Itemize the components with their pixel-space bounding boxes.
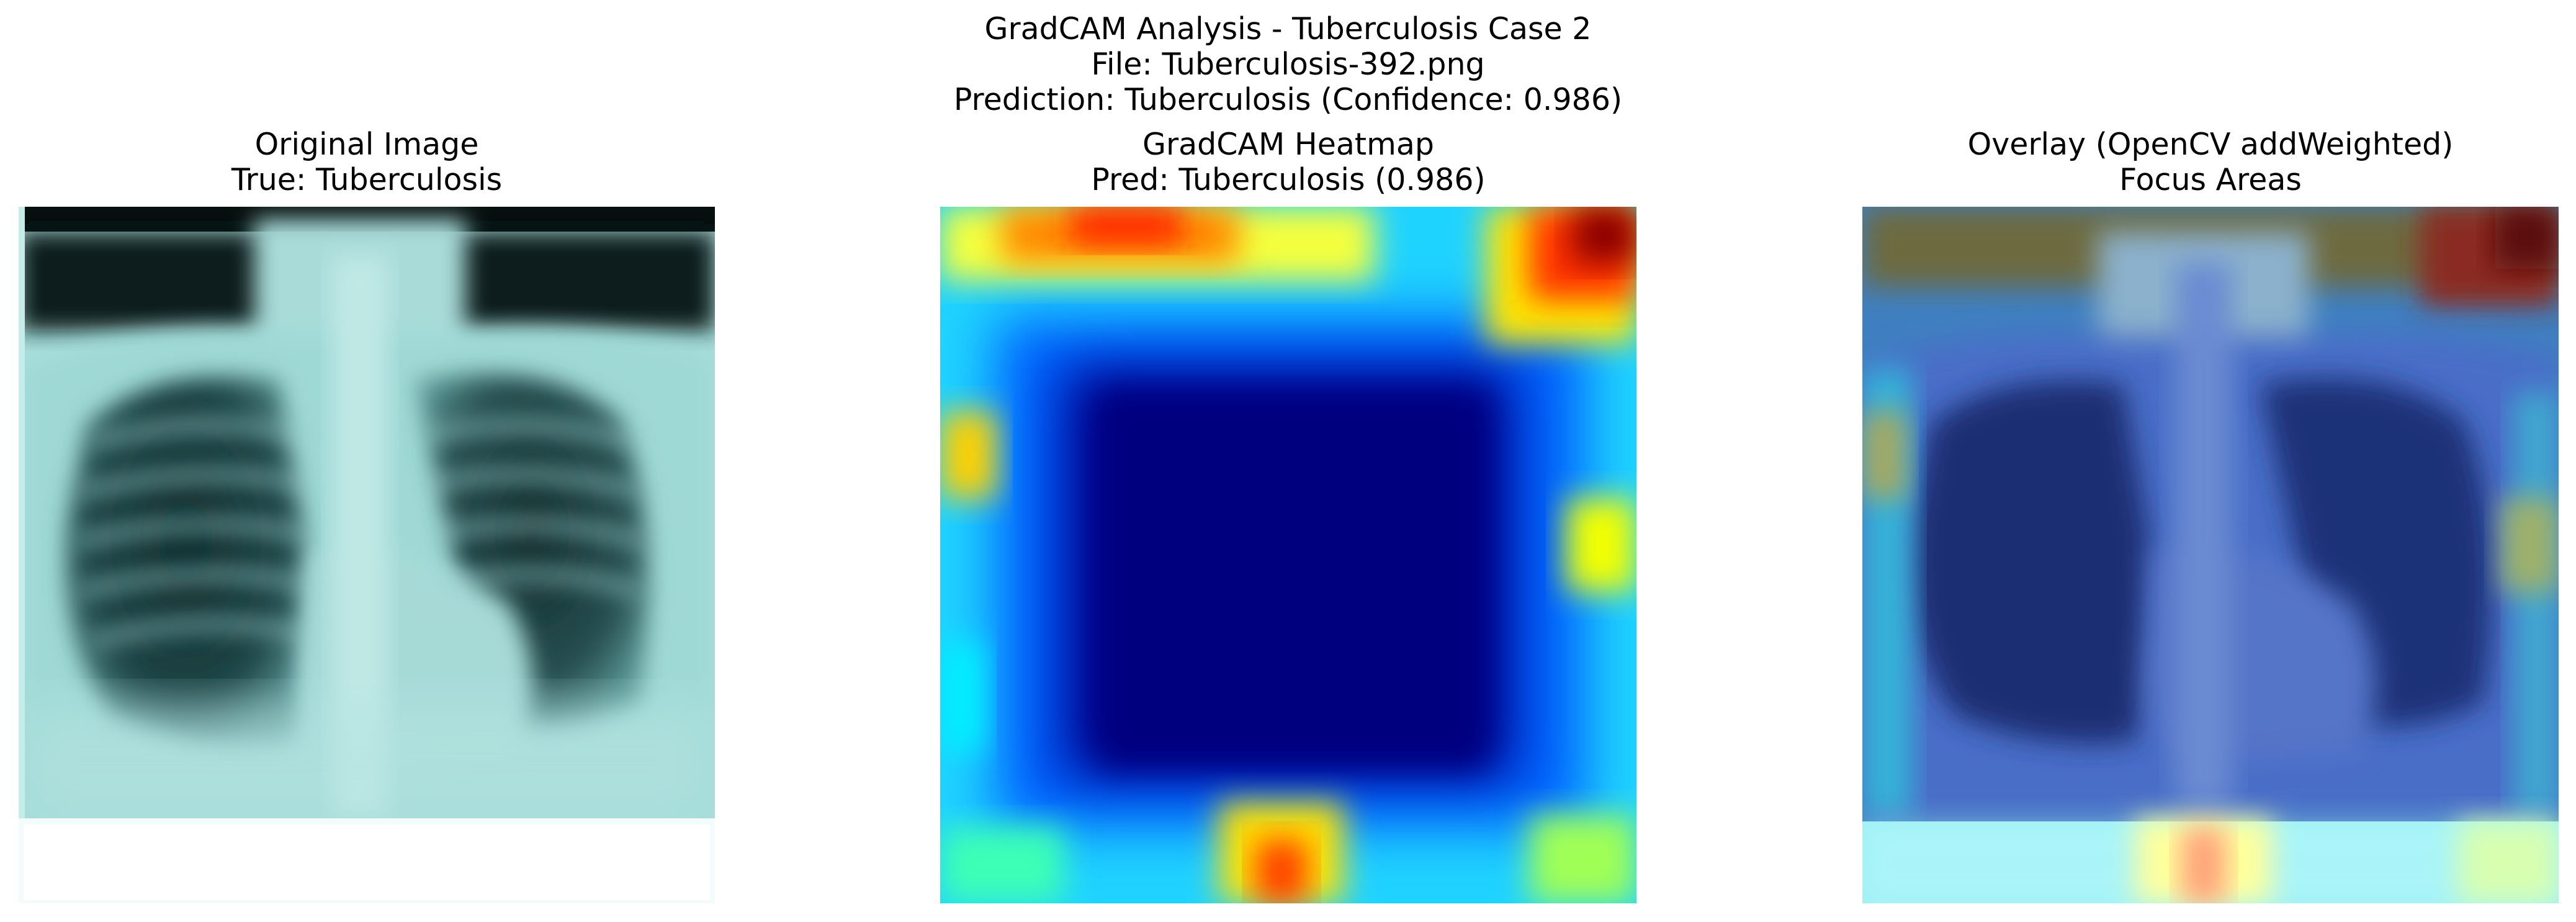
overlay-image	[1862, 207, 2559, 903]
panel-heatmap-title-line2: Pred: Tuberculosis (0.986)	[1091, 162, 1486, 197]
panel-original-title-line2: True: Tuberculosis	[231, 162, 503, 197]
panel-heatmap-title-line1: GradCAM Heatmap	[1142, 127, 1434, 162]
panel-original-title-line1: Original Image	[254, 127, 479, 162]
figure-title-line3: Prediction: Tuberculosis (Confidence: 0.…	[953, 82, 1623, 117]
gradcam-heatmap-image	[940, 207, 1636, 903]
original-xray-image	[19, 207, 715, 903]
figure-title-line1: GradCAM Analysis - Tuberculosis Case 2	[984, 11, 1592, 47]
panel-overlay-title-line1: Overlay (OpenCV addWeighted)	[1967, 127, 2454, 162]
panel-overlay-title-line2: Focus Areas	[2119, 162, 2302, 197]
figure-title-line2: File: Tuberculosis-392.png	[1091, 47, 1485, 82]
